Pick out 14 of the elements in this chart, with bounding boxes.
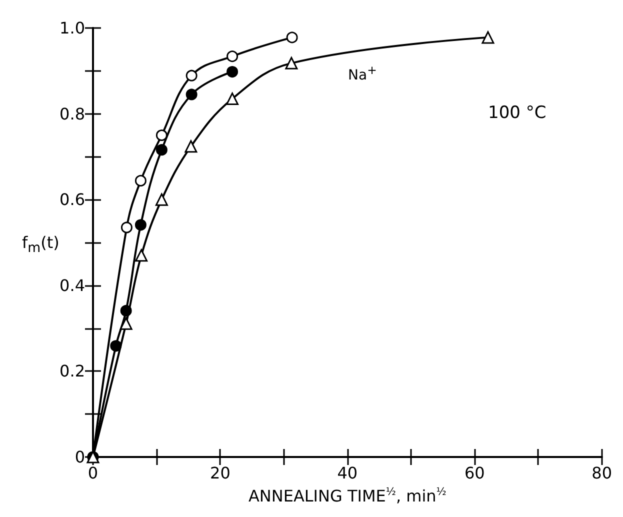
y-tick-label: 0.6 bbox=[60, 190, 85, 210]
x-tick-label: 40 bbox=[337, 464, 358, 482]
x-tick-label: 0 bbox=[88, 464, 98, 482]
y-tick-label: 0.2 bbox=[60, 362, 85, 381]
x-tick-label: 20 bbox=[210, 464, 230, 482]
annotation: Na$^{+}$ bbox=[348, 63, 377, 84]
y-tick-label: 0.4 bbox=[60, 276, 85, 295]
x-tick-label: 60 bbox=[464, 464, 485, 482]
annotation: 100 °C bbox=[488, 103, 546, 123]
y-tick-label: 0 bbox=[74, 448, 85, 466]
y-axis-title: f$_{m}$(t) bbox=[22, 233, 60, 256]
y-tick-label: 1.0 bbox=[60, 18, 85, 38]
x-tick-label: 80 bbox=[592, 464, 612, 482]
y-tick-label: 0.8 bbox=[60, 104, 85, 124]
